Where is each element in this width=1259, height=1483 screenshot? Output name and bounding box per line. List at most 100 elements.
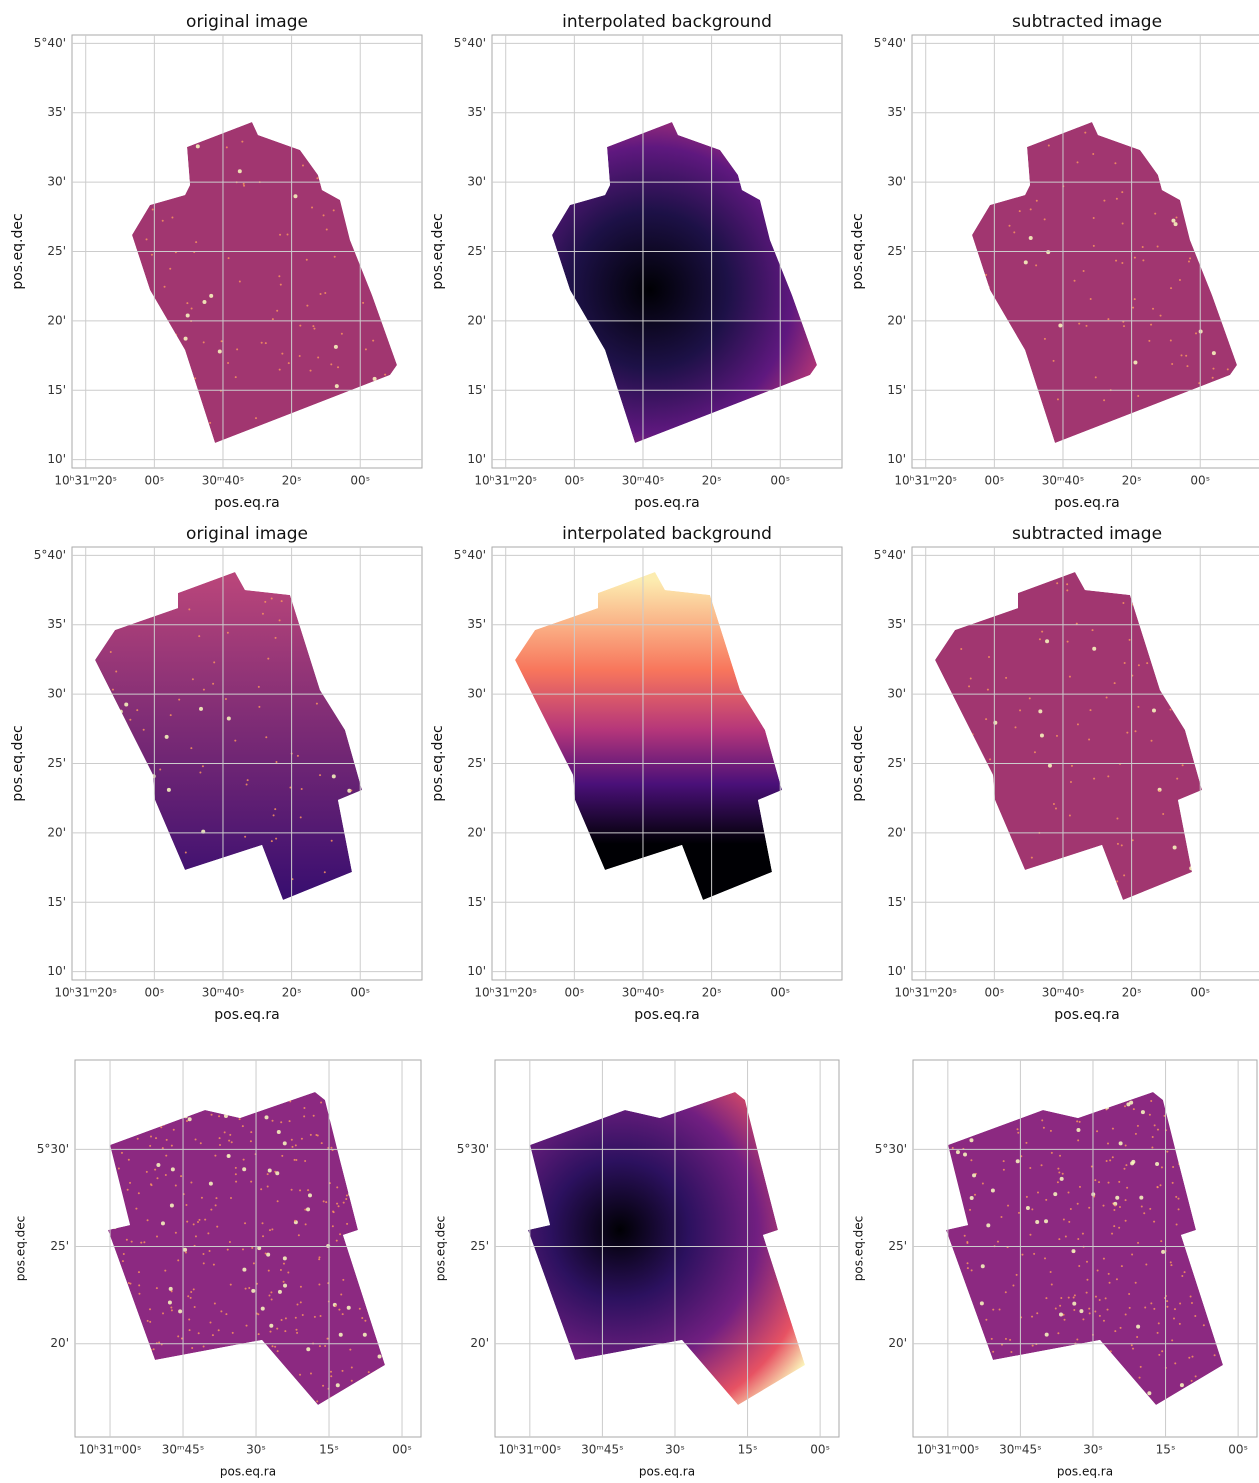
- star: [1012, 161, 1014, 163]
- star: [1213, 1192, 1215, 1194]
- star: [320, 1315, 322, 1317]
- star: [1077, 1238, 1079, 1240]
- star: [986, 1223, 990, 1227]
- star: [1092, 153, 1094, 155]
- star: [374, 162, 378, 166]
- footprint: [95, 572, 362, 900]
- star: [1187, 1392, 1189, 1394]
- star: [304, 1209, 306, 1211]
- star: [243, 185, 245, 187]
- x-tick-label: 20ˢ: [282, 986, 302, 1000]
- star: [138, 366, 140, 368]
- star: [1009, 225, 1011, 227]
- star: [216, 1351, 218, 1353]
- star: [177, 189, 179, 191]
- star: [147, 1320, 149, 1322]
- star: [186, 302, 188, 304]
- star: [151, 1372, 153, 1374]
- star: [971, 1269, 973, 1271]
- star: [296, 1304, 298, 1306]
- star: [249, 1371, 251, 1373]
- star: [168, 1301, 172, 1305]
- star: [1205, 1128, 1207, 1130]
- star: [116, 1267, 120, 1271]
- star: [202, 765, 204, 767]
- star: [365, 1233, 367, 1235]
- star: [208, 1377, 210, 1379]
- star: [1016, 1274, 1018, 1276]
- star: [1172, 1166, 1174, 1168]
- y-tick-label: 20': [887, 825, 906, 839]
- star: [362, 1242, 364, 1244]
- star: [1009, 882, 1011, 884]
- star: [1191, 1302, 1193, 1304]
- star: [971, 1353, 973, 1355]
- star: [245, 1345, 247, 1347]
- panel-title: subtracted image: [1012, 524, 1162, 544]
- y-tick-label: 35': [887, 105, 906, 119]
- star: [196, 144, 200, 148]
- x-axis-label: pos.eq.ra: [634, 495, 699, 511]
- star: [1005, 1291, 1007, 1293]
- star: [1109, 1159, 1111, 1161]
- star: [1212, 1278, 1214, 1280]
- star: [271, 1228, 273, 1230]
- y-tick-label: 10': [887, 452, 906, 466]
- star: [963, 840, 965, 842]
- panel-title: interpolated background: [562, 12, 772, 32]
- star: [1123, 325, 1125, 327]
- star: [258, 706, 260, 708]
- star: [188, 1318, 190, 1320]
- star: [1195, 1125, 1197, 1127]
- star: [1119, 1141, 1123, 1145]
- star: [249, 1386, 251, 1388]
- star: [1059, 1305, 1061, 1307]
- star: [346, 1223, 348, 1225]
- star: [272, 1120, 274, 1122]
- star: [104, 845, 106, 847]
- star: [305, 1223, 307, 1225]
- star: [202, 1253, 204, 1255]
- star: [366, 1281, 370, 1285]
- star: [331, 840, 333, 842]
- star: [103, 622, 105, 624]
- star: [1178, 1198, 1180, 1200]
- star: [180, 1175, 182, 1177]
- x-tick-label: 00ˢ: [984, 986, 1004, 1000]
- star: [378, 1355, 382, 1359]
- star: [334, 256, 336, 258]
- star: [1212, 1244, 1214, 1246]
- sky-image: [95, 571, 362, 900]
- star: [1131, 1344, 1133, 1346]
- star: [958, 1340, 960, 1342]
- star: [1134, 298, 1136, 300]
- star: [116, 1281, 118, 1283]
- star: [122, 1096, 124, 1098]
- star: [104, 615, 106, 617]
- star: [226, 146, 228, 148]
- star: [250, 1131, 252, 1133]
- star: [243, 571, 247, 575]
- star: [1114, 682, 1116, 684]
- star: [384, 1193, 386, 1195]
- star: [241, 141, 243, 143]
- star: [170, 1307, 172, 1309]
- star: [1142, 246, 1144, 248]
- star: [958, 1299, 960, 1301]
- sky-image: [528, 1092, 805, 1405]
- x-tick-label: 20ˢ: [282, 474, 302, 488]
- star: [1093, 245, 1095, 247]
- star: [1205, 1193, 1207, 1195]
- star: [1133, 1385, 1135, 1387]
- star: [269, 1324, 273, 1328]
- x-tick-label: 30ᵐ40ˢ: [622, 986, 665, 1000]
- star: [1196, 1171, 1198, 1173]
- star: [1084, 132, 1086, 134]
- star: [295, 1144, 297, 1146]
- star: [977, 1112, 979, 1114]
- star: [1096, 1130, 1098, 1132]
- star: [160, 384, 162, 386]
- star: [149, 1145, 151, 1147]
- star: [277, 1350, 279, 1352]
- star: [1119, 1206, 1121, 1208]
